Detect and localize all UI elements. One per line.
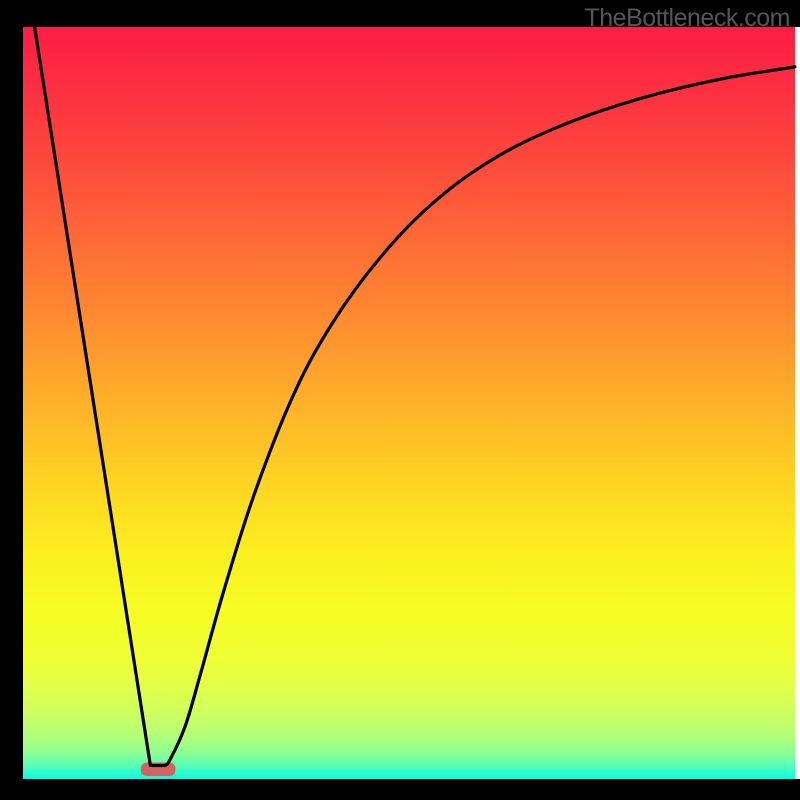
chart-svg [0,0,800,800]
watermark-text: TheBottleneck.com [585,4,791,33]
bottleneck-chart: TheBottleneck.com [0,0,800,800]
